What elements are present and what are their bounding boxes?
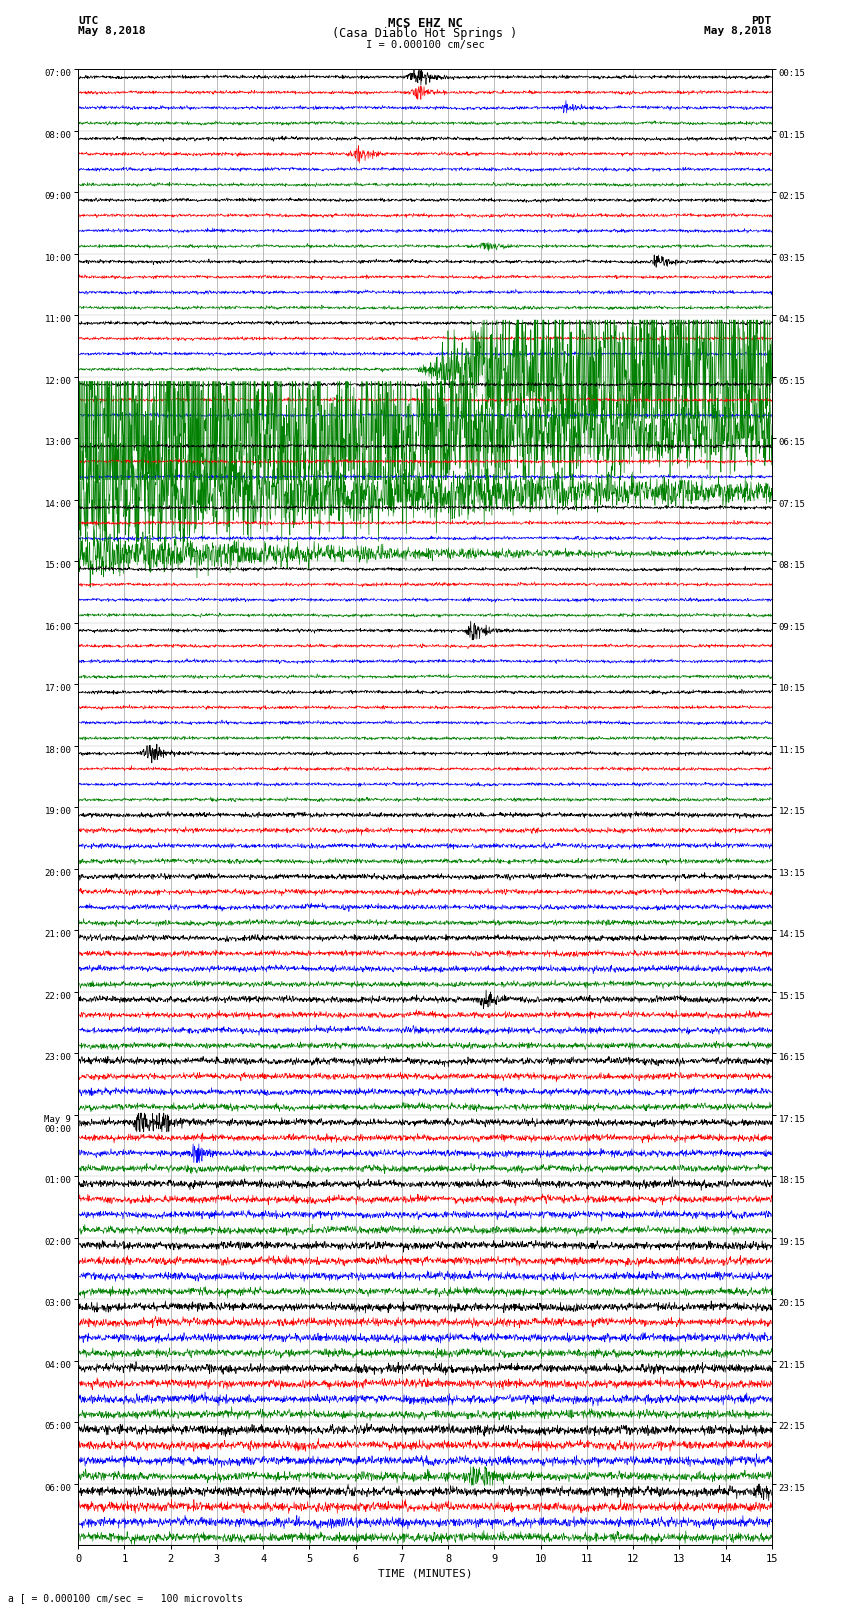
Text: a [ = 0.000100 cm/sec =   100 microvolts: a [ = 0.000100 cm/sec = 100 microvolts [8,1594,243,1603]
Text: MCS EHZ NC: MCS EHZ NC [388,16,462,31]
Text: I = 0.000100 cm/sec: I = 0.000100 cm/sec [366,40,484,50]
X-axis label: TIME (MINUTES): TIME (MINUTES) [377,1568,473,1579]
Text: UTC: UTC [78,16,99,26]
Text: (Casa Diablo Hot Springs ): (Casa Diablo Hot Springs ) [332,26,518,39]
Text: PDT: PDT [751,16,772,26]
Text: May 8,2018: May 8,2018 [78,26,145,37]
Text: May 8,2018: May 8,2018 [705,26,772,37]
